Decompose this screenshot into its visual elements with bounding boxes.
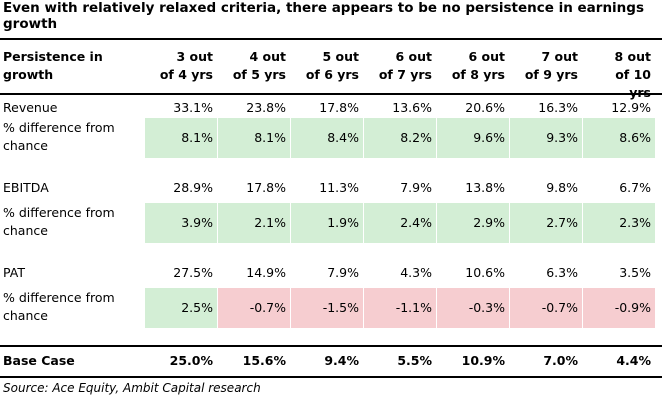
value-cell: 9.8% [546,180,578,195]
value-cell: 9.6% [473,130,505,145]
value-cell: 4.3% [400,265,432,280]
value-cell: -0.3% [468,300,505,315]
value-cell: 11.3% [319,180,359,195]
value-cell: 2.5% [181,300,213,315]
cell-fill [364,288,436,328]
value-cell: 6.3% [546,265,578,280]
value-cell: 8.2% [400,130,432,145]
cell-fill [145,118,217,158]
rule [0,376,662,378]
cell-fill [510,203,582,243]
value-cell: 20.6% [465,100,505,115]
cell-fill [510,288,582,328]
value-cell: 8.1% [254,130,286,145]
value-cell: 6.7% [619,180,651,195]
value-cell: 2.1% [254,215,286,230]
header-cell: 8 out of 10 yrs [614,49,651,100]
value-cell: 7.9% [400,180,432,195]
value-cell: 1.9% [327,215,359,230]
cell-fill [291,118,363,158]
value-cell: 17.8% [246,180,286,195]
value-cell: 8.4% [327,130,359,145]
value-cell: 3.5% [619,265,651,280]
value-cell: 16.3% [538,100,578,115]
row-label: % difference from chance [3,205,115,238]
base-label: Base Case [3,353,75,368]
cell-fill [145,288,217,328]
header-cell: 7 out of 9 yrs [524,49,578,82]
value-cell: 13.6% [392,100,432,115]
row-label: % difference from chance [3,120,115,153]
value-cell: 8.6% [619,130,651,145]
value-cell: 2.4% [400,215,432,230]
cell-fill [364,118,436,158]
value-cell: 9.3% [546,130,578,145]
cell-fill [583,288,655,328]
value-cell: -0.9% [614,300,651,315]
value-cell: 33.1% [173,100,213,115]
cell-fill [291,288,363,328]
value-cell: 3.9% [181,215,213,230]
base-value: 7.0% [543,353,578,368]
source: Source: Ace Equity, Ambit Capital resear… [3,381,261,395]
cell-fill [437,203,509,243]
header-cell: 5 out of 6 yrs [305,49,359,82]
base-value: 5.5% [397,353,432,368]
cell-fill [583,118,655,158]
rule [0,345,662,347]
value-cell: 10.6% [465,265,505,280]
value-cell: 12.9% [611,100,651,115]
header-cell: 4 out of 5 yrs [232,49,286,82]
cell-fill [583,203,655,243]
title: Even with relatively relaxed criteria, t… [3,0,644,32]
header-cell: 6 out of 7 yrs [378,49,432,82]
cell-fill [437,118,509,158]
cell-fill [218,288,290,328]
cell-fill [437,288,509,328]
row-label: % difference from chance [3,290,115,323]
row-label: Revenue [3,100,58,115]
value-cell: 7.9% [327,265,359,280]
rule [0,93,662,95]
value-cell: 14.9% [246,265,286,280]
value-cell: 28.9% [173,180,213,195]
value-cell: 2.9% [473,215,505,230]
base-value: 9.4% [324,353,359,368]
header-cell: 6 out of 8 yrs [451,49,505,82]
cell-fill [218,118,290,158]
header-cell: Persistence in growth [3,49,103,82]
cell-fill [364,203,436,243]
value-cell: 27.5% [173,265,213,280]
header-cell: 3 out of 4 yrs [159,49,213,82]
value-cell: 2.7% [546,215,578,230]
base-value: 25.0% [169,353,213,368]
value-cell: 17.8% [319,100,359,115]
value-cell: 8.1% [181,130,213,145]
value-cell: -1.5% [322,300,359,315]
value-cell: 23.8% [246,100,286,115]
row-label: EBITDA [3,180,49,195]
value-cell: 13.8% [465,180,505,195]
cell-fill [218,203,290,243]
value-cell: -0.7% [541,300,578,315]
value-cell: -1.1% [395,300,432,315]
cell-fill [145,203,217,243]
base-value: 15.6% [242,353,286,368]
rule [0,38,662,40]
cell-fill [510,118,582,158]
base-value: 4.4% [616,353,651,368]
value-cell: 2.3% [619,215,651,230]
row-label: PAT [3,265,25,280]
value-cell: -0.7% [249,300,286,315]
base-value: 10.9% [461,353,505,368]
cell-fill [291,203,363,243]
